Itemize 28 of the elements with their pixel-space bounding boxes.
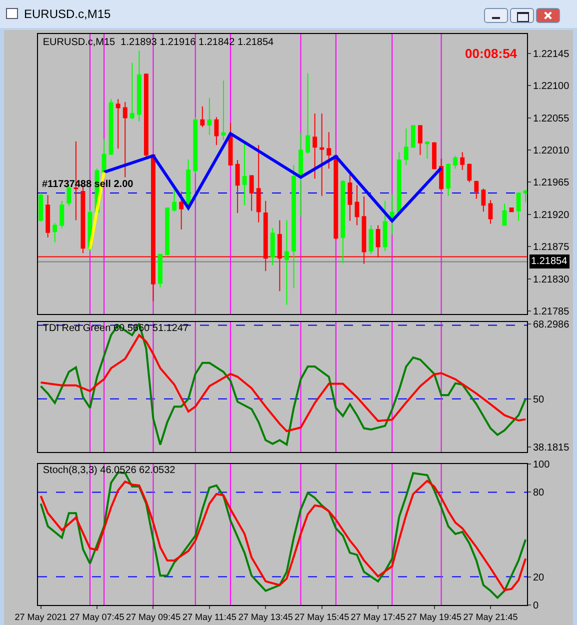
- x-tick-label: 27 May 09:45: [126, 612, 180, 622]
- y-tick-label: 1.21965: [533, 178, 570, 189]
- y-tick-label: 1.21785: [533, 306, 570, 318]
- x-tick-label: 27 May 13:45: [238, 612, 293, 622]
- ref-line-label: 1.21854: [531, 256, 568, 267]
- x-tick-label: 27 May 21:45: [463, 612, 518, 622]
- y-tick-label: 20: [533, 572, 545, 584]
- x-tick-label: 27 May 15:45: [294, 612, 350, 622]
- y-tick-label: 0: [533, 600, 539, 612]
- x-tick-label: 27 May 19:45: [406, 612, 462, 622]
- x-tick-label: 27 May 17:45: [350, 612, 406, 622]
- x-tick-label: 27 May 2021: [14, 612, 67, 622]
- y-tick-label: 80: [533, 488, 545, 499]
- y-tick-label: 100: [533, 460, 550, 470]
- y-tick-label: 50: [533, 394, 545, 406]
- y-tick-label: 1.21875: [533, 242, 570, 254]
- y-tick-label: 1.22100: [533, 81, 570, 92]
- y-tick-label: 1.21920: [533, 210, 570, 221]
- y-tick-label: 1.22055: [533, 113, 570, 124]
- y-tick-label: 1.22010: [533, 146, 570, 157]
- y-tick-label: 1.22145: [533, 48, 570, 60]
- x-tick-label: 27 May 11:45: [182, 612, 236, 622]
- x-tick-label: 27 May 07:45: [70, 612, 124, 622]
- y-tick-label: 1.21830: [533, 274, 570, 286]
- y-tick-label: 68.2986: [533, 320, 570, 331]
- chart-title: EURUSD.c,M15: [24, 7, 111, 21]
- annotation: 00:08:54: [465, 46, 518, 61]
- y-tick-label: 38.1815: [533, 442, 570, 454]
